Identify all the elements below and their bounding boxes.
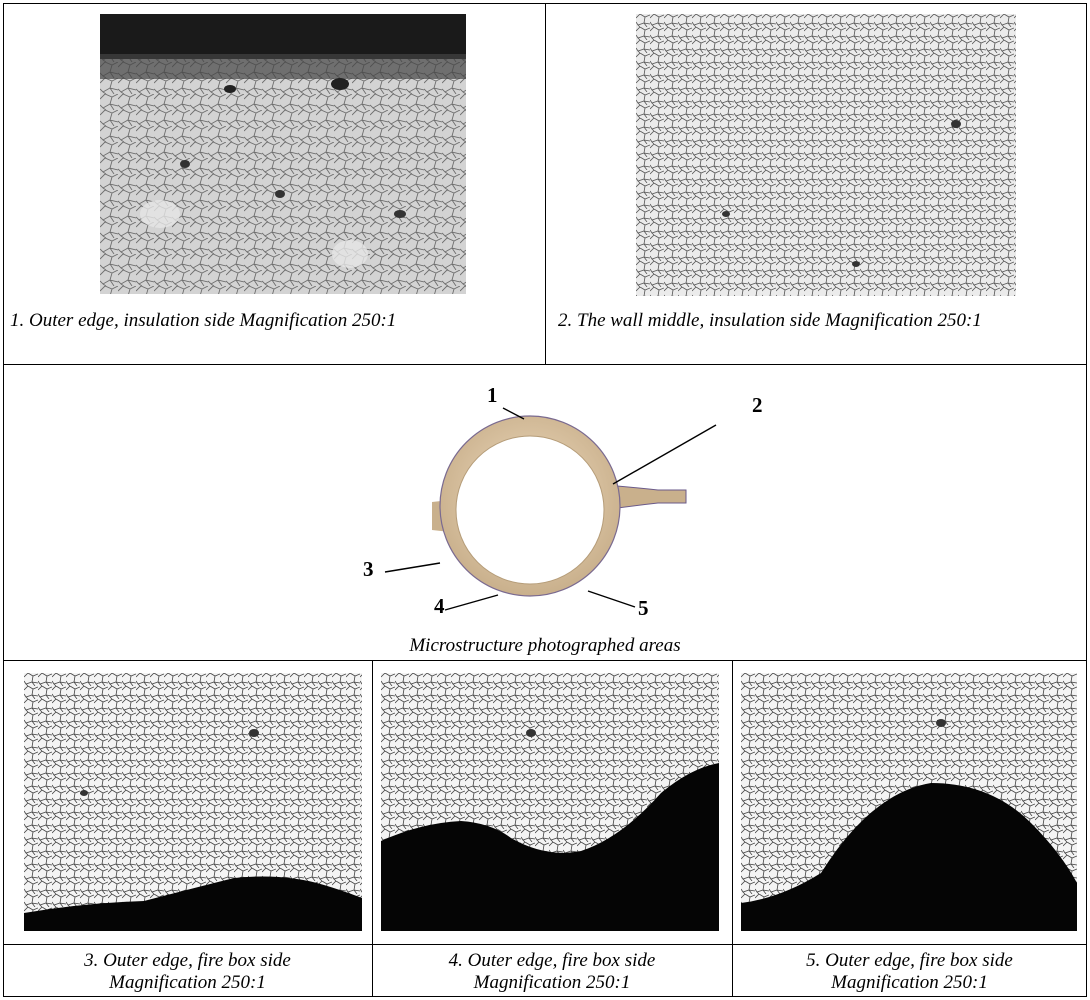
ring-label-3: 3 — [363, 557, 374, 581]
caption-4-line-1: 4. Outer edge, fire box side — [448, 950, 656, 971]
ring-label-1: 1 — [487, 383, 498, 407]
caption-2: 2. The wall middle, insulation side Magn… — [558, 310, 982, 331]
micrograph-3-fire-box-side — [24, 673, 362, 931]
col-divider-bottom-1 — [372, 660, 373, 997]
micrograph-4-fire-box-side — [381, 673, 719, 931]
row-divider-bottom — [3, 944, 1087, 945]
middle-caption: Microstructure photographed areas — [409, 635, 681, 656]
row-divider-middle — [3, 660, 1087, 661]
caption-3-line-1: 3. Outer edge, fire box side — [84, 950, 291, 971]
micrograph-1-outer-edge-insulation — [100, 14, 466, 294]
micrograph-5-fire-box-side — [741, 673, 1077, 931]
caption-4: 4. Outer edge, fire box side Magnificati… — [372, 950, 732, 994]
ring-label-4: 4 — [434, 594, 445, 618]
caption-3: 3. Outer edge, fire box side Magnificati… — [3, 950, 372, 994]
ring-label-5: 5 — [638, 596, 649, 620]
caption-5-line-1: 5. Outer edge, fire box side — [806, 950, 1013, 971]
caption-1: 1. Outer edge, insulation side Magnifica… — [10, 310, 397, 331]
caption-5: 5. Outer edge, fire box side Magnificati… — [732, 950, 1087, 994]
caption-4-line-2: Magnification 250:1 — [473, 972, 631, 993]
ring-label-2: 2 — [752, 393, 763, 417]
col-divider-bottom-2 — [732, 660, 733, 997]
caption-3-line-2: Magnification 250:1 — [109, 972, 266, 993]
row-divider-top — [3, 364, 1087, 365]
micrograph-2-wall-middle-insulation — [636, 14, 1016, 296]
col-divider-top — [545, 3, 546, 364]
caption-5-line-2: Magnification 250:1 — [831, 972, 988, 993]
tube-cross-section-diagram — [360, 372, 760, 632]
